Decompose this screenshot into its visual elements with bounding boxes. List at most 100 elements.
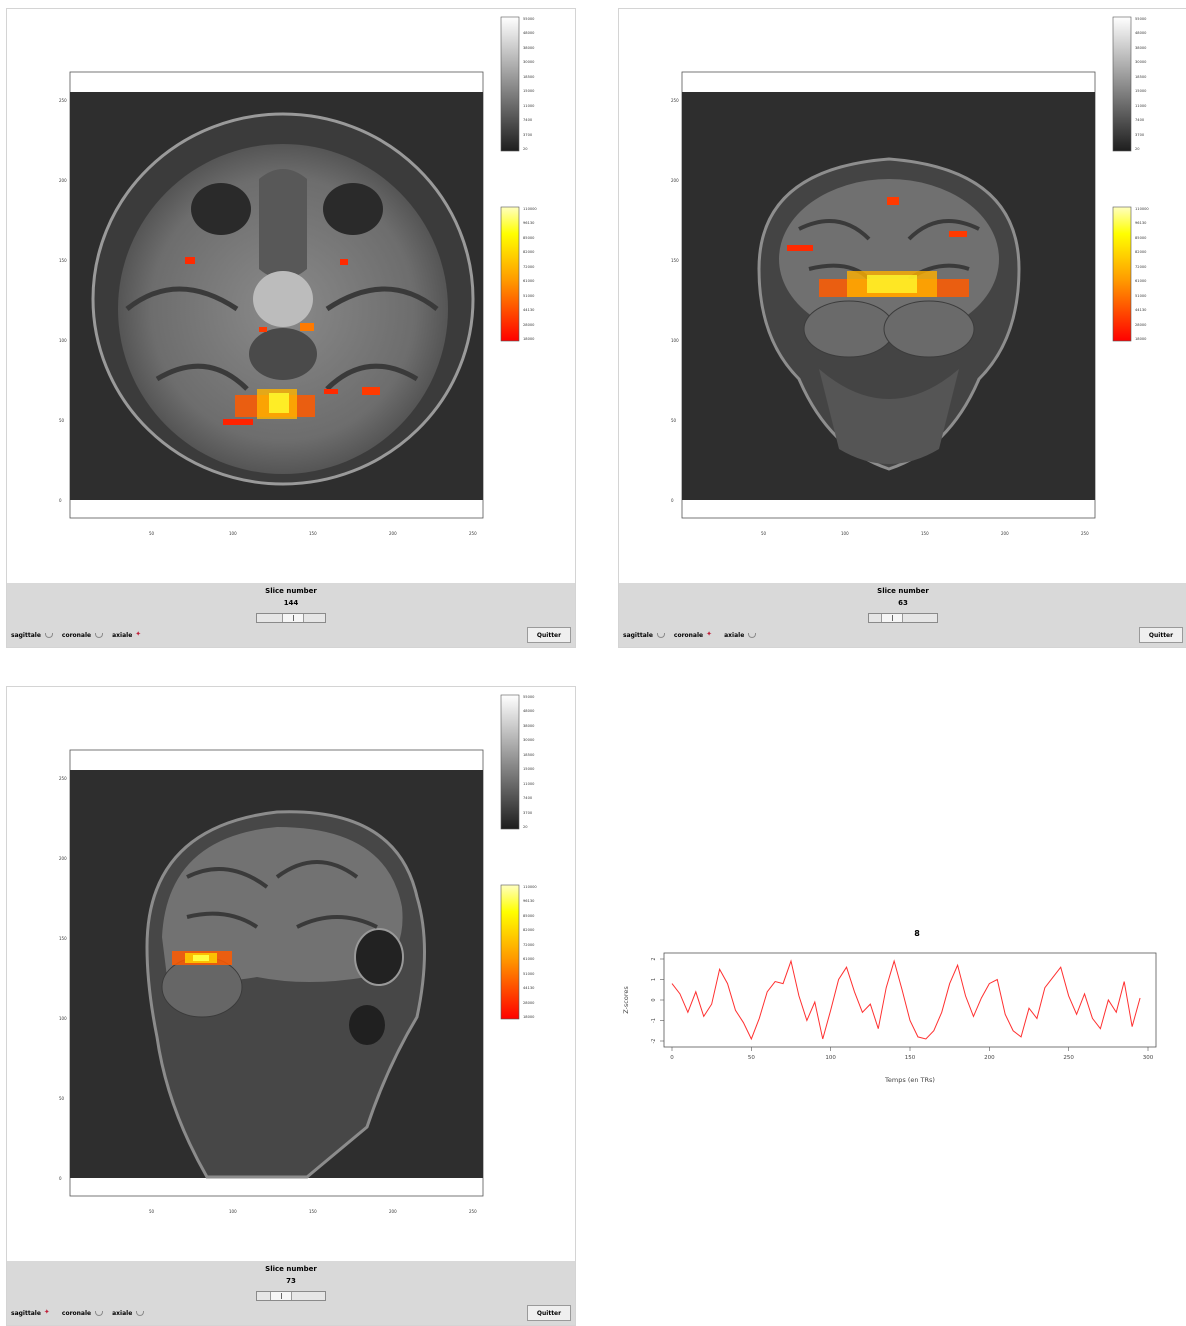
- x-tick-label: 300: [1143, 1055, 1154, 1061]
- quit-button[interactable]: Quitter: [527, 627, 571, 643]
- radio-label: axiale: [112, 1310, 133, 1317]
- radio-label: coronale: [61, 632, 92, 639]
- heat-tick: 18000: [1135, 337, 1147, 341]
- slice-controls: Slice number 63 sagittale coronale axial…: [619, 583, 1186, 647]
- radio-unselected-icon[interactable]: [95, 1311, 104, 1316]
- y-axis: 0 50 100 150 200 250: [671, 98, 679, 503]
- radio-coronale[interactable]: coronale: [61, 632, 104, 639]
- radio-selected-icon[interactable]: [135, 630, 143, 638]
- heat-tick: 82000: [523, 928, 535, 932]
- heat-tick: 72000: [1135, 265, 1147, 269]
- radio-label: coronale: [673, 632, 704, 639]
- slider-thumb[interactable]: [880, 614, 903, 622]
- y-tick-label: -1: [651, 1018, 657, 1023]
- x-axis: 50 100 150 200 250: [761, 531, 1089, 536]
- gray-tick: 55000: [523, 695, 535, 699]
- heat-colorbar-ticks: 110000 96130 85000 82000 72000 61000 510…: [523, 885, 537, 1019]
- y-tick-label: 0: [651, 998, 657, 1001]
- y-tick: 150: [59, 258, 67, 263]
- y-tick: 50: [671, 418, 677, 423]
- gray-tick: 15000: [523, 89, 535, 93]
- radio-axiale[interactable]: axiale: [724, 632, 757, 639]
- quit-button[interactable]: Quitter: [527, 1305, 571, 1321]
- heat-tick: 96130: [1135, 221, 1147, 225]
- gray-tick: 7400: [523, 796, 533, 800]
- activation-cluster-cerebellum: [172, 951, 232, 965]
- slice-slider[interactable]: [256, 1291, 326, 1301]
- radio-unselected-icon[interactable]: [44, 633, 53, 638]
- heat-tick: 110000: [1135, 207, 1149, 211]
- y-tick-label: -2: [651, 1039, 657, 1044]
- radio-label: coronale: [61, 1310, 92, 1317]
- heat-tick: 28000: [523, 323, 535, 327]
- gray-tick: 11000: [523, 104, 535, 108]
- radio-sagittale[interactable]: sagittale: [623, 632, 665, 639]
- heat-tick: 85000: [523, 236, 535, 240]
- y-tick: 0: [59, 498, 62, 503]
- sagittal-plot[interactable]: 0 50 100 150 200 250 50 100 150 200 250 …: [7, 687, 575, 1259]
- radio-unselected-icon[interactable]: [748, 633, 757, 638]
- radio-selected-icon[interactable]: [706, 630, 714, 638]
- activation-clusters-small: [787, 197, 967, 251]
- slider-thumb[interactable]: [269, 1292, 292, 1300]
- heat-colorbar-ticks: 110000 96130 85000 82000 72000 61000 510…: [1135, 207, 1149, 341]
- gray-tick: 38000: [523, 46, 535, 50]
- x-tick: 250: [469, 1209, 477, 1214]
- gray-tick: 18500: [1135, 75, 1147, 79]
- slice-slider[interactable]: [256, 613, 326, 623]
- heat-tick: 28000: [1135, 323, 1147, 327]
- heat-tick: 51000: [523, 972, 535, 976]
- slice-controls: Slice number 73 sagittale coronale axial…: [7, 1261, 575, 1325]
- radio-coronale[interactable]: coronale: [673, 630, 714, 639]
- axial-plot[interactable]: 0 50 100 150 200 250 50 100 150 200 250 …: [7, 9, 575, 581]
- gray-tick: 48000: [1135, 31, 1147, 35]
- heat-tick: 18000: [523, 337, 535, 341]
- brain-tissue: [162, 827, 403, 982]
- y-tick: 150: [59, 936, 67, 941]
- y-tick-label: 2: [651, 957, 657, 960]
- y-tick: 100: [671, 338, 679, 343]
- gray-tick: 30000: [1135, 60, 1147, 64]
- y-tick: 0: [671, 498, 674, 503]
- y-axis: -2 -1 0 1 2: [651, 957, 664, 1044]
- slice-slider[interactable]: [868, 613, 938, 623]
- gray-colorbar-ticks: 55000 48000 38000 30000 18500 15000 1100…: [523, 17, 535, 151]
- radio-unselected-icon[interactable]: [656, 633, 665, 638]
- coronal-plot[interactable]: 0 50 100 150 200 250 50 100 150 200 250 …: [619, 9, 1186, 581]
- y-tick: 250: [59, 98, 67, 103]
- slider-thumb[interactable]: [282, 614, 305, 622]
- radio-axiale[interactable]: axiale: [112, 1310, 145, 1317]
- radio-unselected-icon[interactable]: [95, 633, 104, 638]
- heat-tick: 72000: [523, 265, 535, 269]
- gray-tick: 38000: [1135, 46, 1147, 50]
- gray-colorbar-ticks: 55000 48000 38000 30000 18500 15000 1100…: [523, 695, 535, 829]
- radio-label: sagittale: [11, 1310, 41, 1317]
- radio-axiale[interactable]: axiale: [112, 630, 143, 639]
- gray-tick: 15000: [1135, 89, 1147, 93]
- x-tick: 250: [1081, 531, 1089, 536]
- gray-tick: 55000: [1135, 17, 1147, 21]
- heat-tick: 51000: [1135, 294, 1147, 298]
- slice-controls: Slice number 144 sagittale coronale axia…: [7, 583, 575, 647]
- radio-unselected-icon[interactable]: [136, 1311, 145, 1316]
- gray-tick: 11000: [523, 782, 535, 786]
- x-tick: 100: [229, 531, 237, 536]
- radio-selected-icon[interactable]: [44, 1308, 52, 1316]
- radio-sagittale[interactable]: sagittale: [11, 632, 53, 639]
- orientation-radio-group: sagittale coronale axiale: [11, 630, 153, 639]
- x-tick: 200: [389, 1209, 397, 1214]
- gray-tick: 3700: [523, 811, 533, 815]
- heat-tick: 82000: [523, 250, 535, 254]
- radio-sagittale[interactable]: sagittale: [11, 1308, 52, 1317]
- heat-tick: 110000: [523, 885, 537, 889]
- gray-tick: 55000: [523, 17, 535, 21]
- quit-button[interactable]: Quitter: [1139, 627, 1183, 643]
- radio-coronale[interactable]: coronale: [61, 1310, 104, 1317]
- x-tick-label: 100: [825, 1055, 836, 1061]
- heat-tick: 82000: [1135, 250, 1147, 254]
- brain-tissue: [779, 179, 999, 339]
- radio-label: axiale: [724, 632, 745, 639]
- timeseries-chart: 8 -2 -1 0 1 2 0 50 100 150 200 250 300 Temps (en T…: [622, 929, 1157, 1084]
- heat-tick: 44130: [1135, 308, 1147, 312]
- gray-tick: 38000: [523, 724, 535, 728]
